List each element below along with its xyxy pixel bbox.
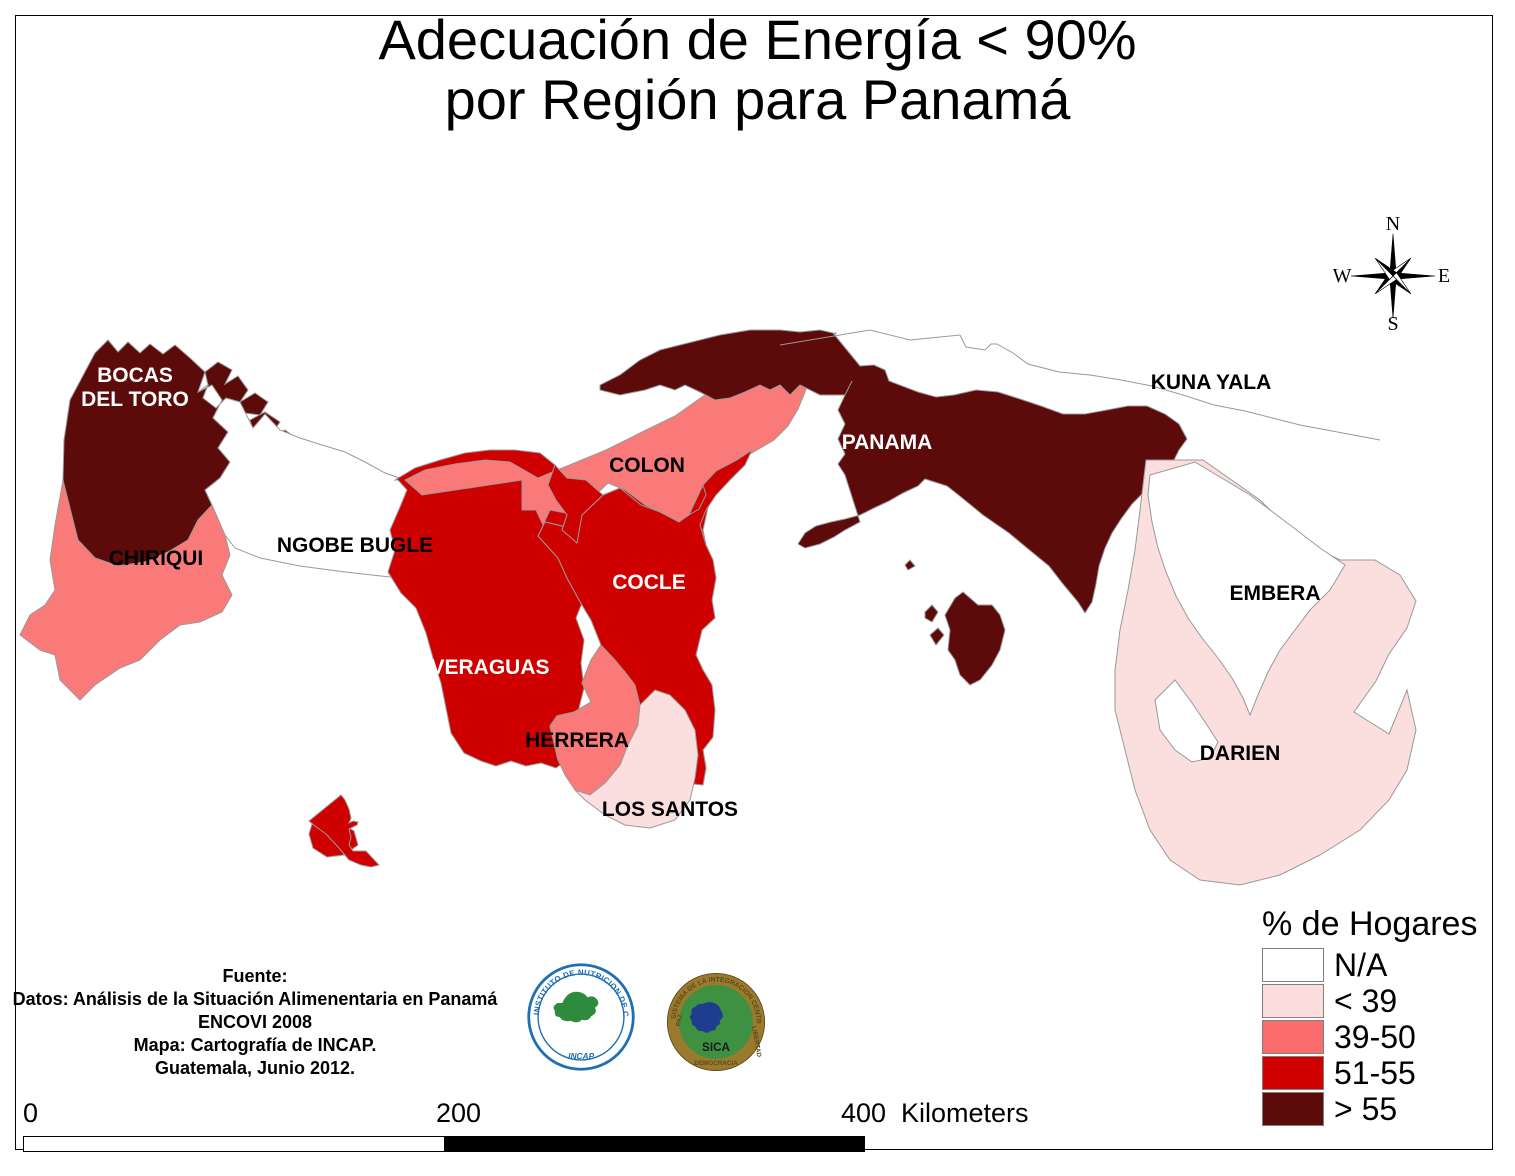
svg-text:BOCAS: BOCAS bbox=[97, 364, 173, 387]
svg-text:PANAMA: PANAMA bbox=[842, 431, 933, 454]
svg-text:LOS SANTOS: LOS SANTOS bbox=[602, 798, 738, 821]
svg-text:DEL TORO: DEL TORO bbox=[81, 388, 189, 411]
svg-text:HERRERA: HERRERA bbox=[525, 729, 629, 752]
svg-text:CHIRIQUI: CHIRIQUI bbox=[109, 547, 204, 570]
svg-text:COLON: COLON bbox=[609, 454, 685, 477]
svg-text:· INCAP ·: · INCAP · bbox=[563, 1051, 599, 1061]
svg-text:NGOBE BUGLE: NGOBE BUGLE bbox=[277, 534, 433, 557]
svg-text:COCLE: COCLE bbox=[612, 571, 686, 594]
svg-text:VERAGUAS: VERAGUAS bbox=[430, 656, 549, 679]
svg-text:DEMOCRACIA: DEMOCRACIA bbox=[694, 1060, 738, 1067]
svg-text:KUNA YALA: KUNA YALA bbox=[1151, 371, 1272, 394]
svg-text:SICA: SICA bbox=[702, 1041, 730, 1054]
svg-text:EMBERA: EMBERA bbox=[1229, 582, 1320, 605]
svg-text:DARIEN: DARIEN bbox=[1200, 742, 1281, 765]
